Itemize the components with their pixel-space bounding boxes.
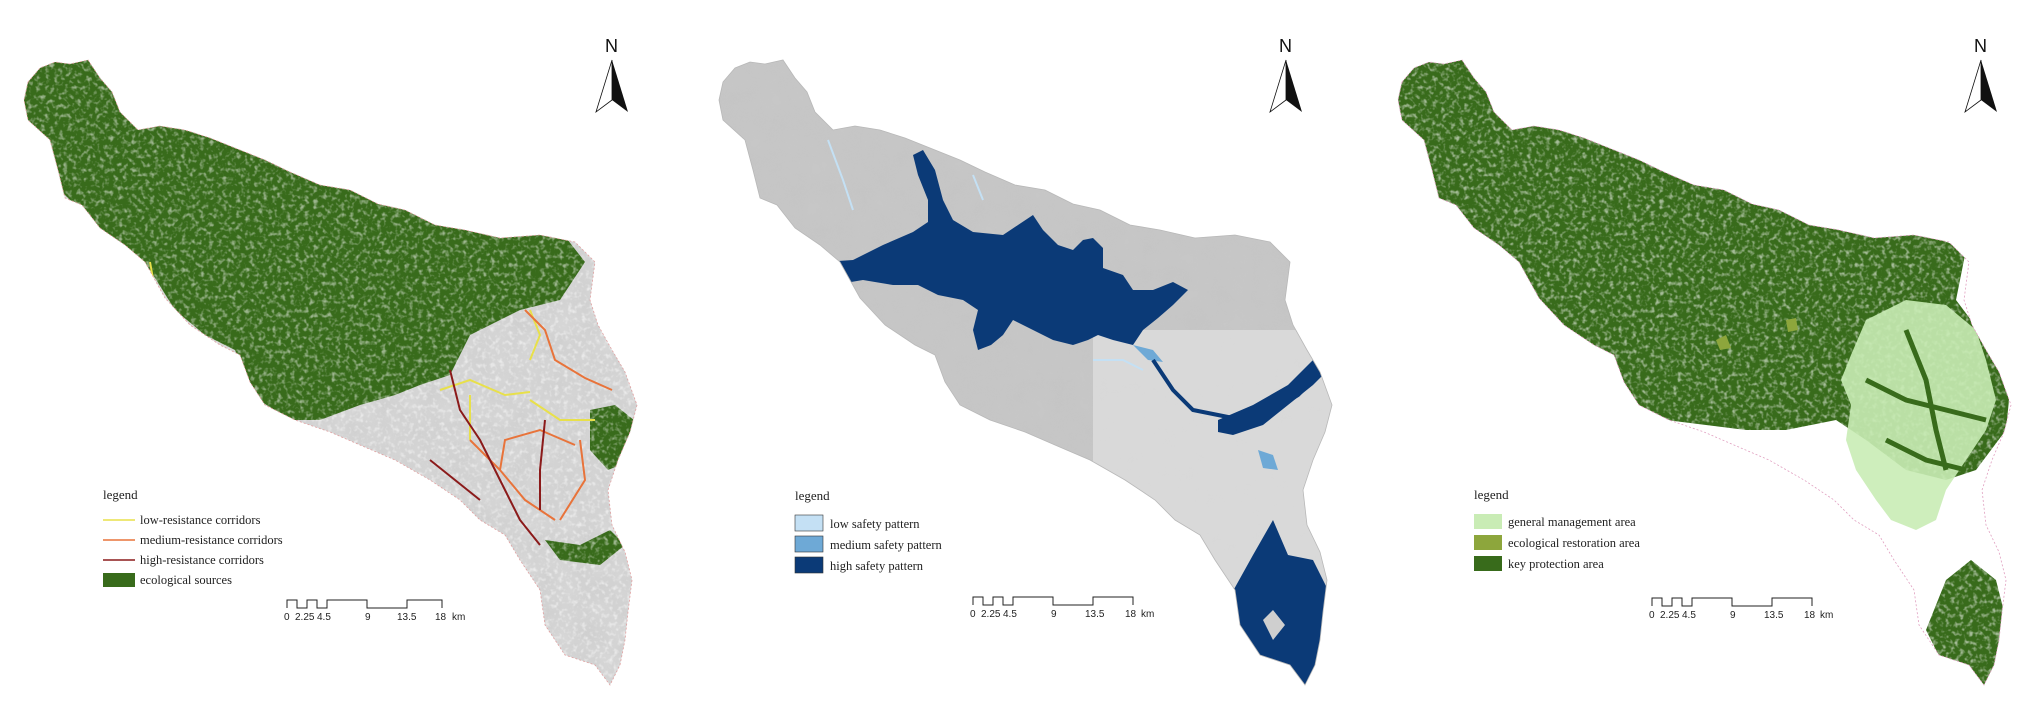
north-arrow: N [595, 36, 628, 114]
scale-tick: 9 [1051, 609, 1057, 620]
scale-tick: 18 [1125, 609, 1137, 620]
north-arrow-dark-half [612, 60, 628, 112]
scale-bar: 0 2.25 4.5 9 13.5 18 km [284, 599, 465, 623]
legend-item-low-safety: low safety pattern [794, 514, 920, 532]
legend-item-high-corridor: high-resistance corridors [103, 553, 264, 567]
legend-swatch-sources [103, 573, 135, 587]
legend-swatch-low-safety [794, 514, 824, 532]
legend-item-medium-safety: medium safety pattern [794, 535, 943, 553]
legend-swatch-general [1474, 514, 1502, 529]
scale-tick: 4.5 [1003, 609, 1017, 620]
legend-label: ecological sources [140, 573, 232, 587]
north-arrow: N [1269, 36, 1302, 114]
legend-label: key protection area [1508, 557, 1604, 571]
north-arrow-dark-half [1286, 60, 1302, 112]
legend-item-low-corridor: low-resistance corridors [103, 513, 261, 527]
legend: legend general management area ecologica… [1474, 487, 1640, 571]
scale-tick: 13.5 [397, 612, 417, 623]
north-arrow-dark-half [1981, 60, 1997, 112]
ecological-restoration-area [1716, 318, 1798, 350]
high-resistance-corridor [429, 369, 546, 546]
legend-item-ecological-sources: ecological sources [103, 573, 232, 587]
scale-tick: 2.25 [981, 609, 1001, 620]
scale-tick: 13.5 [1764, 610, 1784, 621]
legend-label: high-resistance corridors [140, 553, 264, 567]
scale-tick: 4.5 [1682, 610, 1696, 621]
legend: legend low-resistance corridors medium-r… [103, 487, 283, 587]
north-arrow: N [1964, 36, 1997, 114]
legend-title: legend [1474, 487, 1509, 502]
scale-tick: 0 [1649, 610, 1655, 621]
scale-unit: km [452, 612, 465, 623]
map-zoning-svg: N legend general management area ecologi… [1397, 36, 2012, 686]
legend-item-high-safety: high safety pattern [794, 556, 924, 574]
scale-unit: km [1820, 610, 1833, 621]
legend-title: legend [103, 487, 138, 502]
study-area-boundary [718, 59, 1333, 686]
legend-label: high safety pattern [830, 559, 924, 573]
legend: legend low safety pattern medium safety … [794, 488, 943, 574]
scale-tick: 4.5 [317, 612, 331, 623]
high-safety-reservoir [783, 150, 1188, 350]
map-corridors-svg: N legend low-resistance corridors medium… [23, 36, 638, 686]
legend-label: medium-resistance corridors [140, 533, 283, 547]
general-management-area [1841, 300, 1996, 530]
legend-swatch-medium-safety [794, 535, 824, 553]
scale-tick: 18 [1804, 610, 1816, 621]
lowland-gap [1263, 610, 1285, 640]
map-panel-corridors: N legend low-resistance corridors medium… [0, 0, 673, 720]
map-panel-safety: N legend low safety pattern medium safet… [673, 0, 1346, 720]
scale-tick: 18 [435, 612, 447, 623]
map-panel-zoning: N legend general management area ecologi… [1346, 0, 2020, 720]
low-safety-stream [792, 139, 1144, 371]
legend-title: legend [795, 488, 830, 503]
scale-unit: km [1141, 609, 1154, 620]
high-safety-east [1218, 350, 1332, 435]
legend-label: low-resistance corridors [140, 513, 261, 527]
ecological-source-gaps [24, 60, 637, 685]
general-management-west [1442, 255, 1476, 280]
north-arrow-light-half [1964, 59, 1982, 114]
legend-label: medium safety pattern [830, 538, 943, 552]
legend-label: ecological restoration area [1508, 536, 1640, 550]
scale-tick: 0 [970, 609, 976, 620]
scale-tick: 9 [1730, 610, 1736, 621]
legend-swatch-key [1474, 556, 1502, 571]
map-safety-svg: N legend low safety pattern medium safet… [718, 36, 1333, 686]
medium-safety-patch [1133, 345, 1278, 470]
legend-item-medium-corridor: medium-resistance corridors [103, 533, 283, 547]
study-area-map [23, 59, 638, 686]
scale-tick: 2.25 [1660, 610, 1680, 621]
legend-item-general-management: general management area [1474, 514, 1636, 529]
scale-tick: 2.25 [295, 612, 315, 623]
scale-tick: 9 [365, 612, 371, 623]
scale-tick: 13.5 [1085, 609, 1105, 620]
legend-swatch-high-safety [794, 556, 824, 574]
legend-item-ecological-restoration: ecological restoration area [1474, 535, 1640, 550]
scale-bar: 0 2.25 4.5 9 13.5 18 km [970, 596, 1154, 620]
north-arrow-light-half [1269, 59, 1287, 114]
legend-item-key-protection: key protection area [1474, 556, 1604, 571]
north-label: N [605, 36, 618, 56]
north-label: N [1279, 36, 1292, 56]
north-arrow-light-half [595, 59, 613, 114]
key-protection-corridors [1864, 329, 1987, 473]
scale-bar: 0 2.25 4.5 9 13.5 18 km [1649, 597, 1833, 621]
medium-resistance-corridor [469, 309, 613, 521]
scale-tick: 0 [284, 612, 290, 623]
legend-label: general management area [1508, 515, 1636, 529]
legend-swatch-restoration [1474, 535, 1502, 550]
legend-label: low safety pattern [830, 517, 920, 531]
north-label: N [1974, 36, 1987, 56]
